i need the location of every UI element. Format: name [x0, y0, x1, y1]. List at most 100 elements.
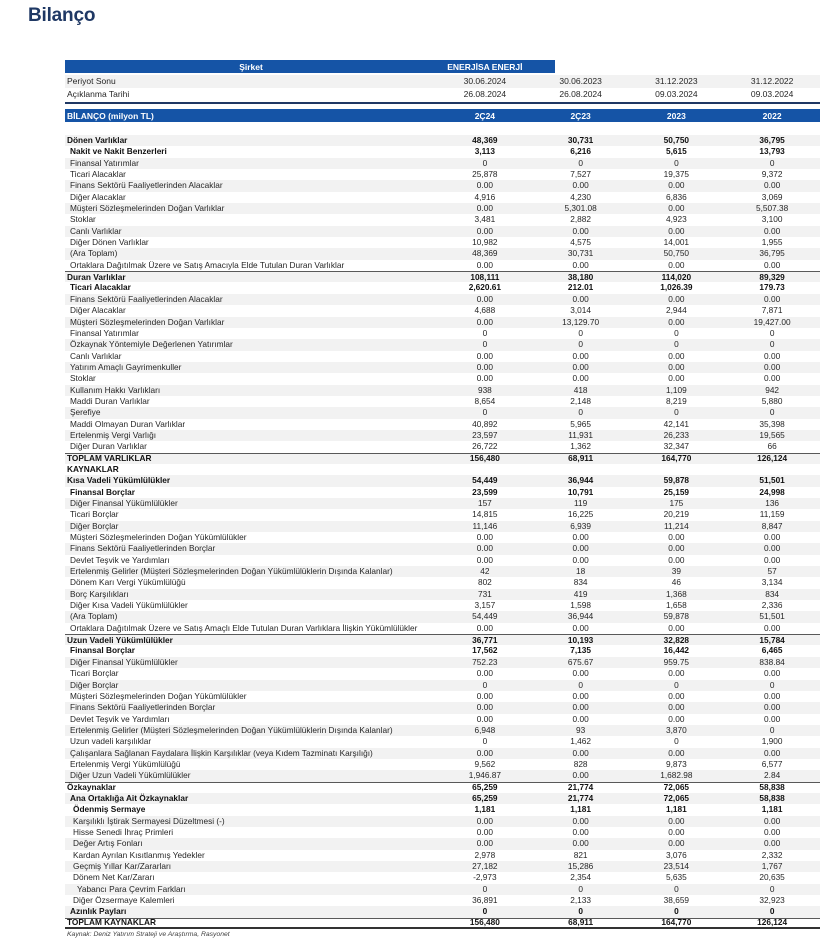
cell-value: 57 — [767, 566, 777, 577]
cell-value: 93 — [576, 724, 586, 735]
cell-value: 0.00 — [668, 622, 685, 633]
cell-value: 5,880 — [761, 395, 783, 406]
cell-value: 26.08.2024 — [559, 88, 602, 99]
cell-value: 1,900 — [761, 736, 783, 747]
row-label: TOPLAM KAYNAKLAR — [67, 917, 156, 928]
cell-value: 0 — [482, 736, 488, 747]
cell-value: 834 — [765, 588, 780, 599]
cell-value: 0.00 — [764, 543, 781, 554]
row-label: Ticari Borçlar — [70, 668, 119, 679]
cell-value: 5,615 — [665, 146, 687, 157]
table-row: (Ara Toplam) 48,369 30,731 50,750 36,795 — [65, 248, 820, 260]
table-row: KAYNAKLAR — [65, 464, 820, 475]
table-row: Ertelenmiş Vergi Yükümlülüğü 9,562 828 9,87… — [65, 759, 820, 770]
cell-value: 30,731 — [567, 248, 594, 259]
row-label: Ertelenmiş Vergi Varlığı — [70, 429, 157, 440]
cell-value: 0 — [674, 407, 679, 418]
divider-line — [65, 102, 820, 104]
cell-value: 10,791 — [567, 486, 594, 497]
cell-value: 20,219 — [663, 509, 690, 520]
row-label: Müşteri Sözleşmelerinden Doğan Yükümlülü… — [70, 690, 247, 701]
table-row: Şerefiye 0 0 0 0 — [65, 407, 820, 419]
cell-value: 179.73 — [759, 282, 785, 293]
cell-value: 108,111 — [470, 271, 500, 282]
table-row: Finansal Borçlar 17,562 7,135 16,442 6,465 — [65, 645, 820, 656]
cell-value: 0 — [674, 906, 679, 917]
table-row: Ertelenmiş Gelirler (Müşteri Sözleşmeler… — [65, 566, 820, 578]
table-row: Diğer Alacaklar 4,688 3,014 2,944 7,871 — [65, 305, 820, 316]
date-rows: Periyot Sonu 30.06.2024 30.06.2023 31.12… — [65, 75, 820, 100]
row-label: Kısa Vadeli Yükümlülükler — [67, 475, 171, 486]
cell-value: 0.00 — [476, 225, 493, 236]
cell-value: 11,159 — [759, 509, 785, 520]
table-row: Diğer Özsermaye Kalemleri 36,891 2,133 38,6… — [65, 895, 820, 906]
cell-value: 802 — [477, 577, 492, 588]
cell-value: 2.84 — [764, 770, 781, 781]
cell-value: -2,973 — [473, 872, 497, 883]
table-row: Duran Varlıklar 108,111 38,180 114,020 89,32… — [65, 271, 820, 283]
table-row: Uzun vadeli karşılıklar 0 1,462 0 1,900 — [65, 736, 820, 747]
row-label: Nakit ve Nakit Benzerleri — [70, 146, 167, 157]
cell-value: 58,838 — [759, 782, 785, 793]
row-label: Finansal Borçlar — [70, 486, 136, 497]
cell-value: 126,124 — [757, 453, 788, 464]
cell-value: 2,336 — [761, 600, 783, 611]
cell-value: 0.00 — [668, 180, 685, 191]
cell-value: 14,001 — [663, 237, 690, 248]
cell-value: 40,892 — [472, 418, 498, 429]
cell-value: 1,598 — [570, 600, 591, 611]
cell-value: 23,599 — [472, 486, 498, 497]
cell-value: 6,465 — [761, 645, 783, 656]
row-label: Geçmiş Yıllar Kar/Zararları — [73, 861, 172, 871]
cell-value: 0.00 — [572, 838, 589, 849]
cell-value: 51,501 — [759, 475, 785, 486]
cell-value: 7,135 — [570, 645, 591, 656]
row-label: Değer Artış Fonları — [73, 838, 143, 849]
table-row: Azınlık Payları 0 0 0 0 — [65, 906, 820, 918]
cell-value: 164,770 — [661, 917, 692, 928]
cell-value: 25,159 — [663, 486, 690, 497]
cell-value: 0.00 — [668, 838, 685, 849]
cell-value: 0.00 — [764, 702, 781, 713]
cell-value: 0.00 — [476, 690, 493, 701]
cell-value: 0.00 — [764, 350, 781, 361]
cell-value: 4,230 — [570, 191, 591, 202]
cell-value: 114,020 — [661, 271, 692, 282]
row-label: Müşteri Sözleşmelerinden Doğan Varlıklar — [70, 316, 225, 327]
cell-value: 156,480 — [469, 453, 500, 464]
cell-value: 1,362 — [570, 441, 591, 452]
cell-value: 30.06.2023 — [559, 76, 602, 87]
row-label: Şerefiye — [70, 407, 101, 418]
cell-value: 54,449 — [472, 611, 498, 622]
cell-value: 7,871 — [761, 305, 783, 316]
cell-value: 6,216 — [570, 146, 591, 157]
cell-value: 0 — [674, 679, 679, 690]
table-row: TOPLAM VARLIKLAR 156,480 68,911 164,770 126,… — [65, 452, 820, 464]
cell-value: 0 — [578, 339, 583, 350]
cell-value: 0.00 — [572, 554, 589, 565]
row-label: Diğer Alacaklar — [70, 305, 126, 316]
cell-value: 126,124 — [757, 917, 788, 928]
table-row: Karşılıklı İştirak Sermayesi Düzeltmesi … — [65, 815, 820, 827]
cell-value: 10,193 — [567, 634, 594, 645]
row-label: (Ara Toplam) — [70, 611, 118, 622]
cell-value: 0.00 — [572, 815, 589, 826]
footer-source: Kaynak: Deniz Yatırım Strateji ve Araştı… — [67, 931, 230, 939]
cell-value: 0 — [674, 327, 679, 338]
cell-value: 7,527 — [570, 169, 591, 180]
announcement-date-row: Açıklanma Tarihi 26.08.2024 26.08.2024 0… — [65, 88, 820, 101]
cell-value: 32,347 — [663, 441, 690, 452]
cell-value: 3,076 — [665, 849, 687, 860]
cell-value: 0.00 — [572, 668, 589, 679]
cell-value: 0.00 — [668, 316, 685, 327]
cell-value: 0.00 — [476, 838, 493, 849]
row-label: Ana Ortaklığa Ait Özkaynaklar — [70, 792, 189, 803]
cell-value: 36,771 — [472, 634, 498, 645]
table-row: Maddi Duran Varlıklar 8,654 2,148 8,219 5,88… — [65, 396, 820, 407]
cell-value: 36,795 — [759, 135, 785, 145]
cell-value: 136 — [765, 498, 780, 508]
cell-value: 2,354 — [570, 872, 591, 883]
cell-value: 18 — [576, 566, 586, 577]
cell-value: 0.00 — [572, 543, 589, 554]
table-row: Borç Karşılıkları 731 419 1,368 834 — [65, 588, 820, 601]
